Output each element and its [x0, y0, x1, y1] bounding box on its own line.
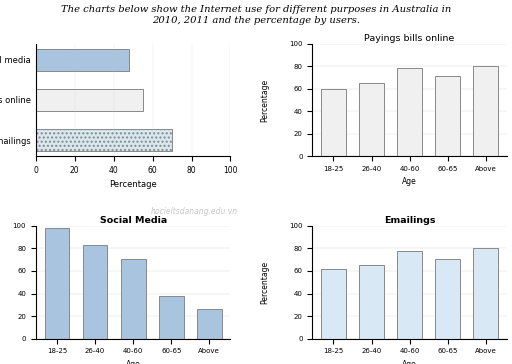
Bar: [159, 296, 184, 339]
Y-axis label: Percentage: Percentage: [261, 261, 269, 304]
Bar: [121, 258, 145, 339]
Title: Emailings: Emailings: [384, 216, 435, 225]
Title: Social Media: Social Media: [99, 216, 167, 225]
Title: Payings bills online: Payings bills online: [365, 34, 455, 43]
Bar: [321, 89, 346, 156]
Bar: [473, 249, 498, 339]
Bar: [473, 66, 498, 156]
Bar: [197, 309, 222, 339]
Text: hocieltsdanang.edu.vn: hocieltsdanang.edu.vn: [151, 207, 238, 215]
Bar: [45, 228, 70, 339]
Bar: [36, 129, 172, 151]
X-axis label: Age: Age: [402, 178, 417, 186]
Bar: [397, 68, 422, 156]
Text: The charts below show the Internet use for different purposes in Australia in: The charts below show the Internet use f…: [61, 5, 451, 15]
X-axis label: Age: Age: [126, 360, 140, 364]
Text: 2010, 2011 and the percentage by users.: 2010, 2011 and the percentage by users.: [152, 16, 360, 25]
Bar: [359, 265, 384, 339]
Bar: [359, 83, 384, 156]
X-axis label: Age: Age: [402, 360, 417, 364]
Bar: [397, 251, 422, 339]
Y-axis label: Percentage: Percentage: [261, 78, 269, 122]
Bar: [435, 258, 460, 339]
Bar: [83, 245, 108, 339]
Bar: [36, 49, 129, 71]
Bar: [321, 269, 346, 339]
Bar: [36, 89, 143, 111]
Bar: [435, 76, 460, 156]
X-axis label: Percentage: Percentage: [109, 181, 157, 190]
